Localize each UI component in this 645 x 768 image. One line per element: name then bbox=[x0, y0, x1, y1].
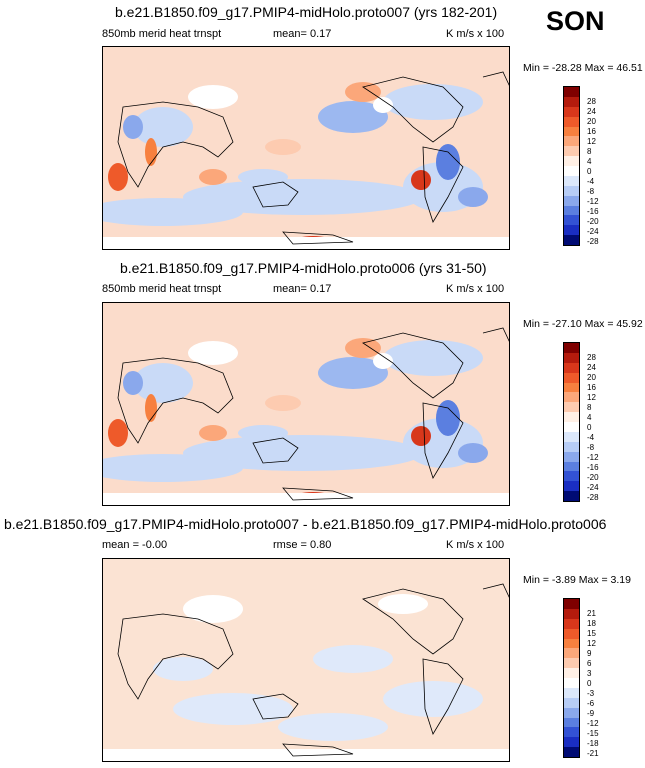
panel2-colorbar-tick: 12 bbox=[587, 393, 596, 402]
panel1-colorbar-tick: 0 bbox=[587, 167, 592, 176]
panel1-mean: mean= 0.17 bbox=[273, 28, 332, 40]
panel2-colorbar-tick: -28 bbox=[587, 493, 599, 502]
panel1-colorbar-tick: 16 bbox=[587, 127, 596, 136]
panel1-colorbar-tick: 28 bbox=[587, 97, 596, 106]
panel3-colorbar-tick: 12 bbox=[587, 639, 596, 648]
panel2-colorbar-tick: -12 bbox=[587, 453, 599, 462]
panel3-title: b.e21.B1850.f09_g17.PMIP4-midHolo.proto0… bbox=[4, 516, 607, 532]
panel2-colorbar-tick: 20 bbox=[587, 373, 596, 382]
panel1-colorbar-tick: -12 bbox=[587, 197, 599, 206]
panel1-colorbar-tick: -20 bbox=[587, 217, 599, 226]
panel3-colorbar-tick: 3 bbox=[587, 669, 592, 678]
panel1-colorbar-tick: -16 bbox=[587, 207, 599, 216]
panel1-colorbar bbox=[563, 86, 580, 246]
panel3-minmax: Min = -3.89 Max = 3.19 bbox=[523, 574, 631, 586]
panel1-colorbar-tick: 24 bbox=[587, 107, 596, 116]
panel2-colorbar-tick: -20 bbox=[587, 473, 599, 482]
panel2-colorbar-tick: -4 bbox=[587, 433, 595, 442]
panel2-colorbar-tick: 4 bbox=[587, 413, 592, 422]
panel2-colorbar-tick: 8 bbox=[587, 403, 592, 412]
panel2-mean: mean= 0.17 bbox=[273, 283, 332, 295]
panel1-colorbar-tick: -4 bbox=[587, 177, 595, 186]
panel2-colorbar-tick: -8 bbox=[587, 443, 595, 452]
panel3-colorbar-tick: 6 bbox=[587, 659, 592, 668]
panel2-units: K m/s x 100 bbox=[446, 283, 505, 295]
panel1-colorbar-tick: -28 bbox=[587, 237, 599, 246]
panel3-colorbar-tick: -3 bbox=[587, 689, 595, 698]
panel2-colorbar-tick: -24 bbox=[587, 483, 599, 492]
panel1-variable: 850mb merid heat trnspt bbox=[102, 28, 222, 40]
panel3-colorbar-tick: -21 bbox=[587, 749, 599, 758]
panel1-colorbar-tick: -24 bbox=[587, 227, 599, 236]
panel1-map-field bbox=[103, 47, 509, 249]
panel3-colorbar-tick: -12 bbox=[587, 719, 599, 728]
panel2-title: b.e21.B1850.f09_g17.PMIP4-midHolo.proto0… bbox=[120, 260, 487, 276]
panel3-colorbar-tick: -9 bbox=[587, 709, 595, 718]
panel1-map bbox=[102, 46, 510, 250]
panel1-minmax: Min = -28.28 Max = 46.51 bbox=[523, 62, 643, 74]
panel2-colorbar-tick: 0 bbox=[587, 423, 592, 432]
panel3-units: K m/s x 100 bbox=[446, 539, 505, 551]
panel2-map bbox=[102, 302, 510, 506]
panel3-colorbar-tick: -15 bbox=[587, 729, 599, 738]
panel1-units: K m/s x 100 bbox=[446, 28, 505, 40]
panel1-colorbar-tick: 12 bbox=[587, 137, 596, 146]
panel2-minmax: Min = -27.10 Max = 45.92 bbox=[523, 318, 643, 330]
panel2-variable: 850mb merid heat trnspt bbox=[102, 283, 222, 295]
panel2-colorbar-tick: 24 bbox=[587, 363, 596, 372]
panel2-colorbar bbox=[563, 342, 580, 502]
season-label: SON bbox=[546, 6, 605, 36]
panel3-colorbar-tick: 15 bbox=[587, 629, 596, 638]
panel3-map bbox=[102, 558, 510, 762]
panel1-colorbar-tick: -8 bbox=[587, 187, 595, 196]
panel2-colorbar-tick: -16 bbox=[587, 463, 599, 472]
panel3-colorbar-tick: 18 bbox=[587, 619, 596, 628]
panel3-rmse: rmse = 0.80 bbox=[273, 539, 332, 551]
panel2-colorbar-tick: 16 bbox=[587, 383, 596, 392]
panel3-colorbar bbox=[563, 598, 580, 758]
panel1-colorbar-tick: 8 bbox=[587, 147, 592, 156]
panel3-colorbar-tick: -18 bbox=[587, 739, 599, 748]
panel2-map-field bbox=[103, 303, 509, 505]
panel2-colorbar-tick: 28 bbox=[587, 353, 596, 362]
panel1-colorbar-tick: 4 bbox=[587, 157, 592, 166]
panel3-colorbar-tick: 9 bbox=[587, 649, 592, 658]
panel3-map-field bbox=[103, 559, 509, 761]
panel3-colorbar-tick: 0 bbox=[587, 679, 592, 688]
panel3-colorbar-tick: -6 bbox=[587, 699, 595, 708]
panel1-title: b.e21.B1850.f09_g17.PMIP4-midHolo.proto0… bbox=[115, 4, 498, 20]
panel1-colorbar-tick: 20 bbox=[587, 117, 596, 126]
panel3-colorbar-tick: 21 bbox=[587, 609, 596, 618]
panel3-mean: mean = -0.00 bbox=[102, 539, 168, 551]
